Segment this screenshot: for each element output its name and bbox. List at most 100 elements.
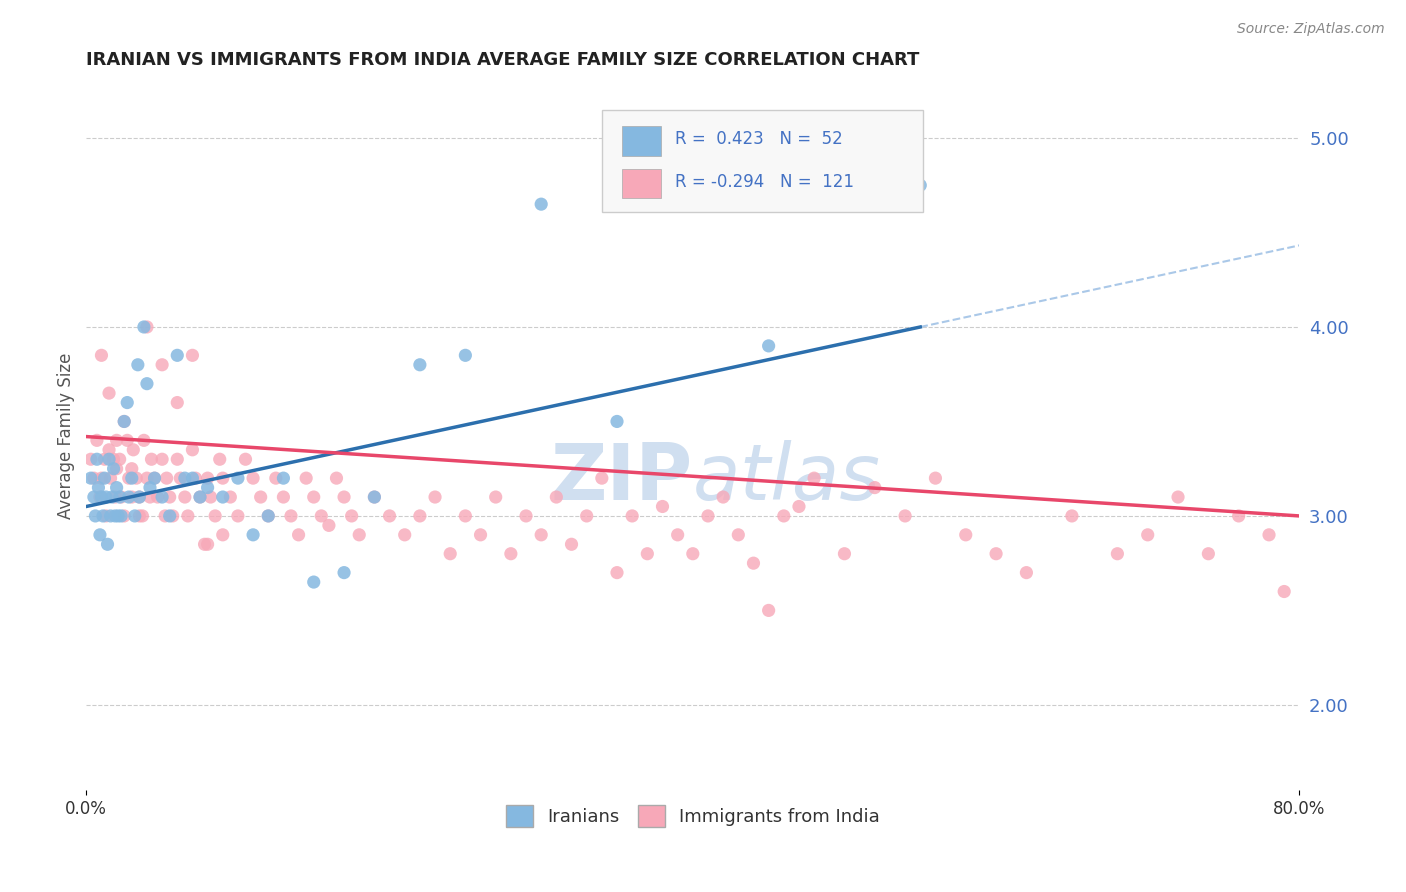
Point: [499, 547, 522, 561]
Point: [103, 461, 125, 475]
Point: [454, 348, 477, 362]
Point: [575, 508, 598, 523]
FancyBboxPatch shape: [602, 110, 924, 212]
Point: [287, 528, 309, 542]
Point: [115, 434, 138, 448]
Point: [984, 547, 1007, 561]
Point: [1272, 584, 1295, 599]
Point: [153, 508, 176, 523]
Point: [333, 490, 356, 504]
Point: [363, 490, 385, 504]
Point: [98, 386, 121, 401]
Point: [94, 490, 117, 504]
Point: [1015, 566, 1038, 580]
Point: [226, 471, 249, 485]
Point: [188, 490, 211, 504]
Point: [98, 442, 121, 457]
Point: [1258, 528, 1281, 542]
Point: [181, 348, 204, 362]
Point: [101, 490, 124, 504]
Point: [273, 490, 295, 504]
Point: [107, 508, 129, 523]
Point: [80, 471, 103, 485]
Point: [955, 528, 977, 542]
Point: [242, 528, 264, 542]
Point: [219, 490, 242, 504]
Point: [204, 508, 226, 523]
Point: [394, 528, 416, 542]
Point: [378, 508, 401, 523]
Point: [141, 452, 163, 467]
Point: [470, 528, 492, 542]
Point: [105, 461, 128, 475]
Point: [651, 500, 673, 514]
Point: [96, 537, 118, 551]
Point: [139, 481, 162, 495]
Point: [347, 528, 370, 542]
Point: [110, 490, 132, 504]
Point: [112, 414, 135, 428]
Point: [128, 508, 150, 523]
Point: [197, 481, 219, 495]
Point: [727, 528, 749, 542]
Point: [742, 556, 765, 570]
Point: [156, 471, 179, 485]
Point: [150, 452, 173, 467]
Point: [208, 452, 231, 467]
Point: [104, 508, 127, 523]
Point: [86, 452, 108, 467]
Point: [121, 471, 143, 485]
Point: [166, 452, 188, 467]
Point: [108, 490, 131, 504]
Point: [121, 490, 143, 504]
Point: [188, 490, 211, 504]
Point: [162, 508, 184, 523]
Point: [105, 434, 128, 448]
Point: [242, 471, 264, 485]
Point: [863, 481, 886, 495]
Point: [264, 471, 287, 485]
Point: [104, 490, 127, 504]
Point: [1227, 508, 1250, 523]
Point: [118, 490, 141, 504]
Legend: Iranians, Immigrants from India: Iranians, Immigrants from India: [499, 797, 887, 834]
Point: [787, 500, 810, 514]
Point: [257, 508, 280, 523]
Point: [894, 508, 917, 523]
Point: [121, 461, 143, 475]
Y-axis label: Average Family Size: Average Family Size: [58, 352, 75, 519]
Point: [125, 471, 148, 485]
Point: [93, 452, 115, 467]
Point: [423, 490, 446, 504]
Point: [606, 566, 628, 580]
Point: [169, 471, 191, 485]
Point: [181, 471, 204, 485]
Point: [193, 537, 215, 551]
Point: [93, 471, 115, 485]
Point: [86, 434, 108, 448]
Point: [621, 508, 644, 523]
Point: [124, 508, 146, 523]
Point: [924, 471, 946, 485]
Point: [485, 490, 508, 504]
Point: [666, 528, 689, 542]
Point: [280, 508, 302, 523]
Point: [105, 481, 128, 495]
Point: [112, 508, 135, 523]
Point: [226, 508, 249, 523]
Point: [90, 348, 112, 362]
Point: [302, 575, 325, 590]
Point: [173, 490, 195, 504]
Point: [363, 490, 385, 504]
Point: [143, 471, 166, 485]
Point: [90, 490, 112, 504]
Point: [200, 490, 222, 504]
Point: [128, 490, 150, 504]
Point: [166, 395, 188, 409]
Point: [211, 490, 233, 504]
Point: [132, 434, 155, 448]
Point: [115, 395, 138, 409]
Point: [235, 452, 257, 467]
Point: [211, 528, 233, 542]
Point: [110, 508, 132, 523]
